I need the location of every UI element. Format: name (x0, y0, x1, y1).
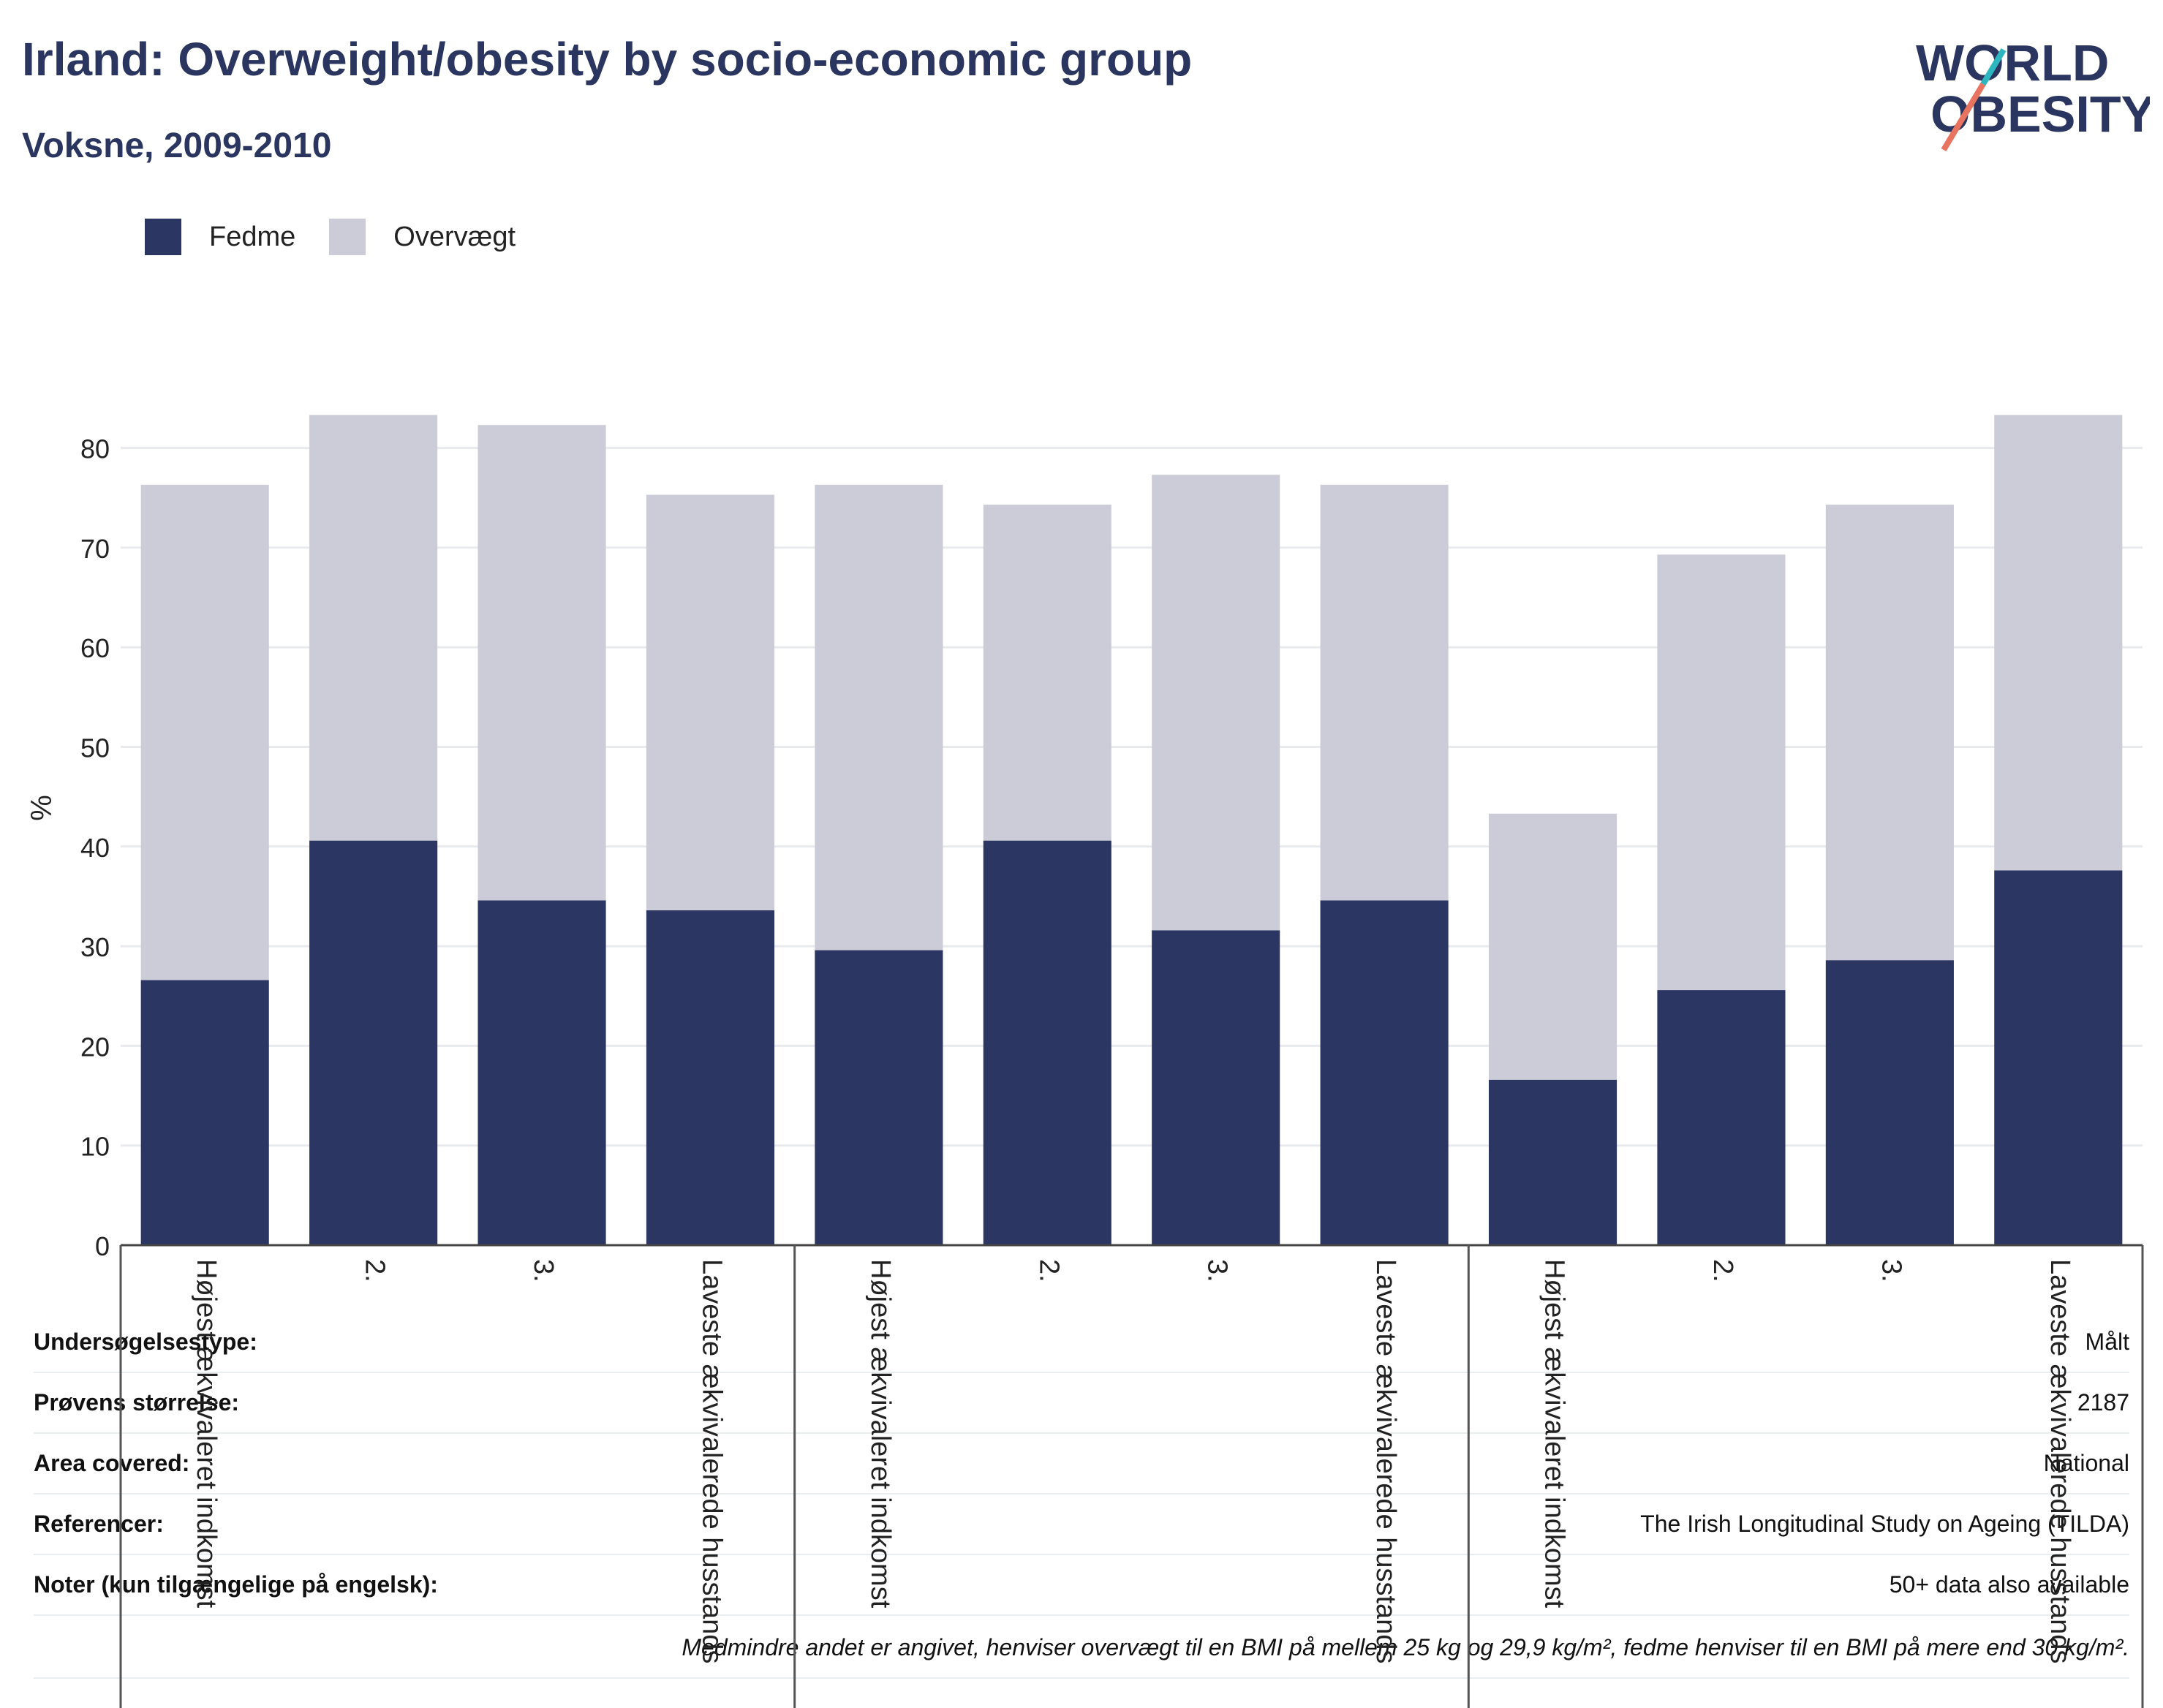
y-axis-label: % (26, 795, 58, 821)
world-obesity-logo: WORLD OBESITY (1916, 34, 2150, 152)
info-value-sample-size: 2187 (2077, 1388, 2129, 1416)
bar-overvaegt (1994, 415, 2123, 871)
x-tick-label: Laveste ækvivalerede husstands (2045, 1259, 2075, 1663)
info-label-survey-type: Undersøgelsestype: (34, 1328, 257, 1355)
legend-swatch-overvaegt (329, 219, 366, 255)
bar-overvaegt (1152, 475, 1280, 931)
y-tick-label: 70 (80, 534, 110, 564)
bar-overvaegt (1320, 485, 1449, 901)
y-tick-label: 80 (80, 434, 110, 464)
info-label-references: Referencer: (34, 1510, 164, 1537)
info-row-area-covered: Area covered: National (34, 1433, 2129, 1494)
x-tick-label: Højest ækvivaleret indkomst (865, 1259, 896, 1609)
x-tick-label: 3. (528, 1259, 559, 1282)
bar-overvaegt (140, 485, 269, 980)
bar-overvaegt (646, 494, 775, 911)
chart-legend: Fedme Overvægt (145, 216, 549, 257)
info-value-notes: 50+ data also available (1889, 1571, 2129, 1598)
x-tick-label: 2. (360, 1259, 390, 1282)
bar-fedme (1657, 990, 1786, 1245)
legend-label-fedme: Fedme (209, 221, 296, 252)
bar-fedme (1320, 900, 1449, 1245)
y-tick-label: 20 (80, 1032, 110, 1062)
info-label-area-covered: Area covered: (34, 1449, 190, 1476)
legend-label-overvaegt: Overvægt (393, 221, 516, 252)
bar-overvaegt (983, 505, 1111, 841)
y-tick-label: 60 (80, 633, 110, 663)
bar-overvaegt (1825, 505, 1954, 961)
bar-fedme (646, 910, 775, 1245)
x-tick-label: Laveste ækvivalerede husstands (1370, 1259, 1401, 1663)
info-value-survey-type: Målt (2085, 1328, 2129, 1355)
footnote-row: Medmindre andet er angivet, henviser ove… (34, 1617, 2129, 1679)
legend-item-overvaegt[interactable]: Overvægt (329, 219, 516, 255)
bar-fedme (1825, 960, 1954, 1245)
bar-overvaegt (477, 425, 606, 901)
info-row-sample-size: Prøvens størrelse: 2187 (34, 1372, 2129, 1434)
x-tick-label: 3. (1202, 1259, 1233, 1282)
bar-fedme (1152, 930, 1280, 1245)
bar-overvaegt (1488, 813, 1617, 1080)
info-row-references: Referencer: The Irish Longitudinal Study… (34, 1494, 2129, 1555)
bar-overvaegt (1657, 554, 1786, 991)
x-tick-label: 3. (1876, 1259, 1906, 1282)
logo-text-line1: WORLD (1916, 34, 2109, 91)
bar-fedme (983, 840, 1111, 1245)
legend-item-fedme[interactable]: Fedme (145, 219, 295, 255)
logo-slash-teal (1980, 48, 2007, 86)
info-row-notes: Noter (kun tilgængelige på engelsk): 50+… (34, 1554, 2129, 1616)
chart-subtitle: Voksne, 2009-2010 (22, 126, 332, 165)
y-tick-label: 0 (95, 1231, 110, 1261)
chart-title: Irland: Overweight/obesity by socio-econ… (22, 33, 1193, 86)
footnote-text: Medmindre andet er angivet, henviser ove… (682, 1633, 2129, 1660)
x-tick-label: Højest ækvivaleret indkomst (1539, 1259, 1570, 1609)
bar-fedme (1488, 1079, 1617, 1245)
info-label-sample-size: Prøvens størrelse: (34, 1388, 240, 1416)
info-row-survey-type: Undersøgelsestype: Målt (34, 1312, 2129, 1373)
bar-fedme (1994, 870, 2123, 1245)
y-tick-label: 40 (80, 833, 110, 863)
info-value-references: The Irish Longitudinal Study on Ageing (… (1640, 1510, 2129, 1537)
y-tick-label: 30 (80, 932, 110, 962)
x-tick-label: Laveste ækvivalerede husstands (696, 1259, 727, 1663)
x-tick-label: Højest ækvivaleret indkomst (191, 1259, 222, 1609)
info-value-area-covered: National (2043, 1449, 2129, 1476)
bar-fedme (309, 840, 438, 1245)
x-tick-label: 2. (1707, 1259, 1738, 1282)
bar-overvaegt (309, 415, 438, 841)
bar-fedme (815, 950, 943, 1245)
legend-swatch-fedme (145, 219, 181, 255)
y-tick-label: 10 (80, 1132, 110, 1162)
bar-fedme (140, 980, 269, 1245)
logo-slash-coral (1941, 82, 1986, 152)
bar-overvaegt (815, 485, 943, 951)
info-label-notes: Noter (kun tilgængelige på engelsk): (34, 1571, 438, 1598)
y-tick-label: 50 (80, 733, 110, 763)
bar-fedme (477, 900, 606, 1245)
x-tick-label: 2. (1033, 1259, 1064, 1282)
